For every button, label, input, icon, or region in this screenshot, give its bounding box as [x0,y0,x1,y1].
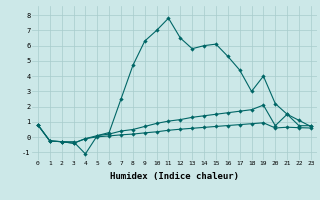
X-axis label: Humidex (Indice chaleur): Humidex (Indice chaleur) [110,172,239,181]
